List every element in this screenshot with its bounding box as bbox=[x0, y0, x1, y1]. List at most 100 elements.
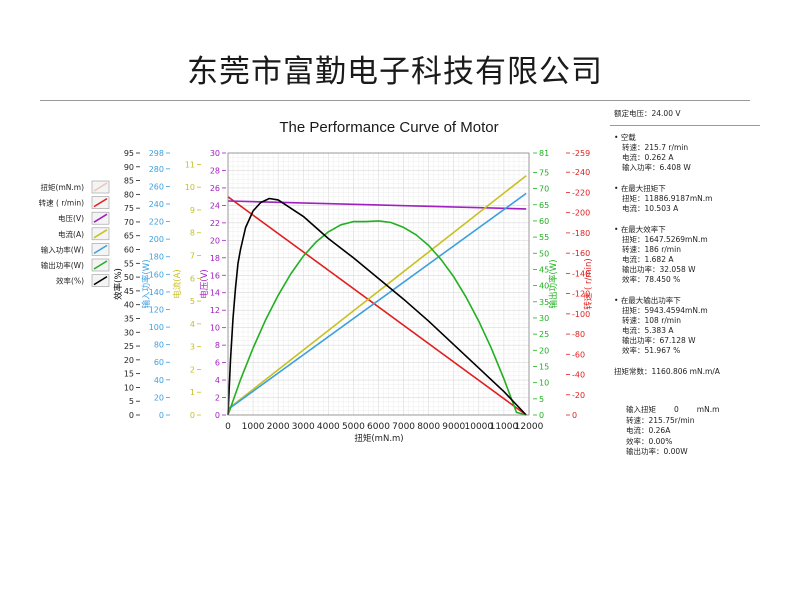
y-tick-label-voltage: 30 bbox=[210, 149, 220, 158]
performance-chart: The Performance Curve of Motor 0 1000 2000… bbox=[39, 119, 594, 444]
legend-label: 转速 ( r/min) bbox=[39, 198, 84, 208]
y-tick-label-speed: -60 bbox=[572, 350, 585, 359]
info-line: 输出功率：32.058 W bbox=[622, 265, 696, 274]
info-line: 扭矩：1647.5269mN.m bbox=[622, 235, 708, 244]
info-line: 效率：78.450 % bbox=[622, 275, 681, 284]
y-tick-label-current: 6 bbox=[190, 274, 195, 283]
y-tick-label-speed: -240 bbox=[572, 168, 590, 177]
y-tick-label-output_power: 25 bbox=[539, 330, 549, 339]
y-tick-label-output_power: 40 bbox=[539, 282, 549, 291]
y-tick-label-output_power: 15 bbox=[539, 362, 549, 371]
y-tick-label-efficiency: 55 bbox=[124, 259, 134, 268]
y-tick-label-current: 11 bbox=[185, 160, 195, 169]
y-tick-label-voltage: 22 bbox=[210, 219, 220, 228]
y-tick-label-efficiency: 70 bbox=[124, 218, 134, 227]
rated-voltage: 额定电压：24.00 V bbox=[614, 109, 681, 118]
info-line: 输出功率：67.128 W bbox=[622, 336, 696, 345]
y-tick-label-efficiency: 90 bbox=[124, 163, 134, 172]
y-tick-label-speed: -100 bbox=[572, 310, 590, 319]
x-tick-label: 12000 bbox=[515, 422, 544, 432]
company-title: 东莞市富勤电子科技有限公司 bbox=[187, 54, 603, 90]
info-line: 电流：10.503 A bbox=[622, 204, 679, 213]
y-tick-label-current: 4 bbox=[190, 320, 195, 329]
y-tick-label-efficiency: 65 bbox=[124, 232, 134, 241]
info-line: 电流：1.682 A bbox=[622, 255, 674, 264]
y-tick-label-input_power: 100 bbox=[149, 323, 164, 332]
y-tick-label-efficiency: 15 bbox=[124, 370, 134, 379]
legend-swatch-line bbox=[93, 244, 108, 255]
y-tick-label-current: 10 bbox=[185, 183, 195, 192]
y-tick-label-efficiency: 60 bbox=[124, 246, 134, 255]
y-tick-label-output_power: 75 bbox=[539, 168, 549, 177]
axis-title-output-power: 输出功率(W) bbox=[548, 259, 559, 308]
y-tick-label-output_power: 65 bbox=[539, 201, 549, 210]
y-tick-label-output_power: 30 bbox=[539, 314, 549, 323]
axis-title-current: 电流(A) bbox=[172, 269, 183, 298]
section-title: 空载 bbox=[614, 133, 754, 143]
y-tick-label-voltage: 20 bbox=[210, 236, 220, 245]
y-tick-label-voltage: 6 bbox=[215, 359, 220, 368]
y-tick-label-voltage: 24 bbox=[210, 201, 220, 210]
y-tick-label-current: 1 bbox=[190, 388, 195, 397]
y-tick-label-speed: -200 bbox=[572, 209, 590, 218]
legend-label: 输入功率(W) bbox=[41, 244, 84, 254]
y-tick-label-efficiency: 20 bbox=[124, 356, 134, 365]
y-tick-label-voltage: 18 bbox=[210, 254, 220, 263]
y-tick-label-current: 7 bbox=[190, 252, 195, 261]
y-tick-label-output_power: 10 bbox=[539, 379, 549, 388]
section-max-output-power: 在最大输出功率下 扭矩：5943.4594mN.m 转速：108 r/min 电… bbox=[614, 296, 754, 356]
y-tick-label-efficiency: 95 bbox=[124, 149, 134, 158]
y-tick-label-output_power: 35 bbox=[539, 298, 549, 307]
y-tick-label-input_power: 40 bbox=[154, 376, 164, 385]
info-panel: 额定电压：24.00 V 空载 转速：215.7 r/min 电流：0.262 … bbox=[610, 109, 760, 377]
x-tick-label: 1000 bbox=[242, 422, 265, 432]
y-tick-label-voltage: 4 bbox=[215, 376, 220, 385]
y-tick-label-input_power: 298 bbox=[149, 149, 164, 158]
y-tick-label-voltage: 14 bbox=[210, 289, 220, 298]
y-tick-label-voltage: 2 bbox=[215, 394, 220, 403]
x-tick-label: 2000 bbox=[267, 422, 290, 432]
series-line-output_power bbox=[227, 220, 527, 416]
chart-grid bbox=[227, 152, 530, 416]
readout-efficiency: 效率：0.00% bbox=[626, 436, 673, 446]
series-line-current bbox=[227, 175, 527, 410]
info-line: 转速：215.7 r/min bbox=[622, 143, 689, 152]
x-tick-label: 0 bbox=[225, 422, 231, 432]
series-line-input_power bbox=[227, 192, 527, 411]
legend-label: 电压(V) bbox=[58, 213, 84, 223]
x-tick-label: 11000 bbox=[490, 422, 519, 432]
info-line: 输入功率：6.408 W bbox=[622, 163, 691, 172]
readout-current: 电流：0.26A bbox=[626, 426, 671, 435]
readout-panel: 输入扭矩 0 mN.m 转速：215.75r/min 电流：0.26A 效率：0… bbox=[626, 405, 756, 458]
info-line: 电流：0.262 A bbox=[622, 153, 674, 162]
plot-frame bbox=[227, 152, 530, 416]
x-tick-label: 6000 bbox=[367, 422, 390, 432]
y-tick-label-efficiency: 35 bbox=[124, 314, 134, 323]
y-tick-label-input_power: 220 bbox=[149, 218, 164, 227]
y-tick-label-current: 2 bbox=[190, 365, 195, 374]
y-tick-label-current: 9 bbox=[190, 206, 195, 215]
y-tick-label-efficiency: 10 bbox=[124, 383, 134, 392]
y-tick-label-voltage: 12 bbox=[210, 306, 220, 315]
chart-series bbox=[227, 175, 527, 416]
torque-input-value[interactable]: 0 bbox=[674, 405, 679, 414]
y-tick-label-speed: -20 bbox=[572, 391, 585, 400]
y-tick-label-efficiency: 5 bbox=[129, 397, 134, 406]
axis-title-speed: 转速 ( r/min) bbox=[583, 258, 594, 309]
torque-input-label: 输入扭矩 bbox=[626, 405, 656, 414]
y-tick-label-voltage: 16 bbox=[210, 271, 220, 280]
chart-legend: 扭矩(mN.m) 转速 ( r/min) 电压(V) 电流(A) 输入功率(W) 输出功率… bbox=[39, 180, 110, 287]
legend-swatch-line bbox=[93, 213, 108, 223]
torque-input-row: 输入扭矩 0 mN.m bbox=[626, 405, 756, 416]
section-title: 在最大输出功率下 bbox=[614, 296, 754, 306]
torque-input-unit: mN.m bbox=[696, 405, 720, 414]
legend-label: 电流(A) bbox=[58, 229, 84, 239]
y-tick-label-speed: -80 bbox=[572, 330, 585, 339]
y-tick-label-efficiency: 80 bbox=[124, 190, 134, 199]
y-tick-label-input_power: 280 bbox=[149, 165, 164, 174]
legend-label: 扭矩(mN.m) bbox=[41, 182, 85, 192]
y-tick-label-output_power: 5 bbox=[539, 395, 544, 404]
series-line-efficiency bbox=[227, 197, 527, 416]
chart-axes: 0 1000 2000 3000 4000 5000 6000 7000 8000 9000 100… bbox=[124, 149, 590, 432]
y-tick-label-efficiency: 50 bbox=[124, 273, 134, 282]
